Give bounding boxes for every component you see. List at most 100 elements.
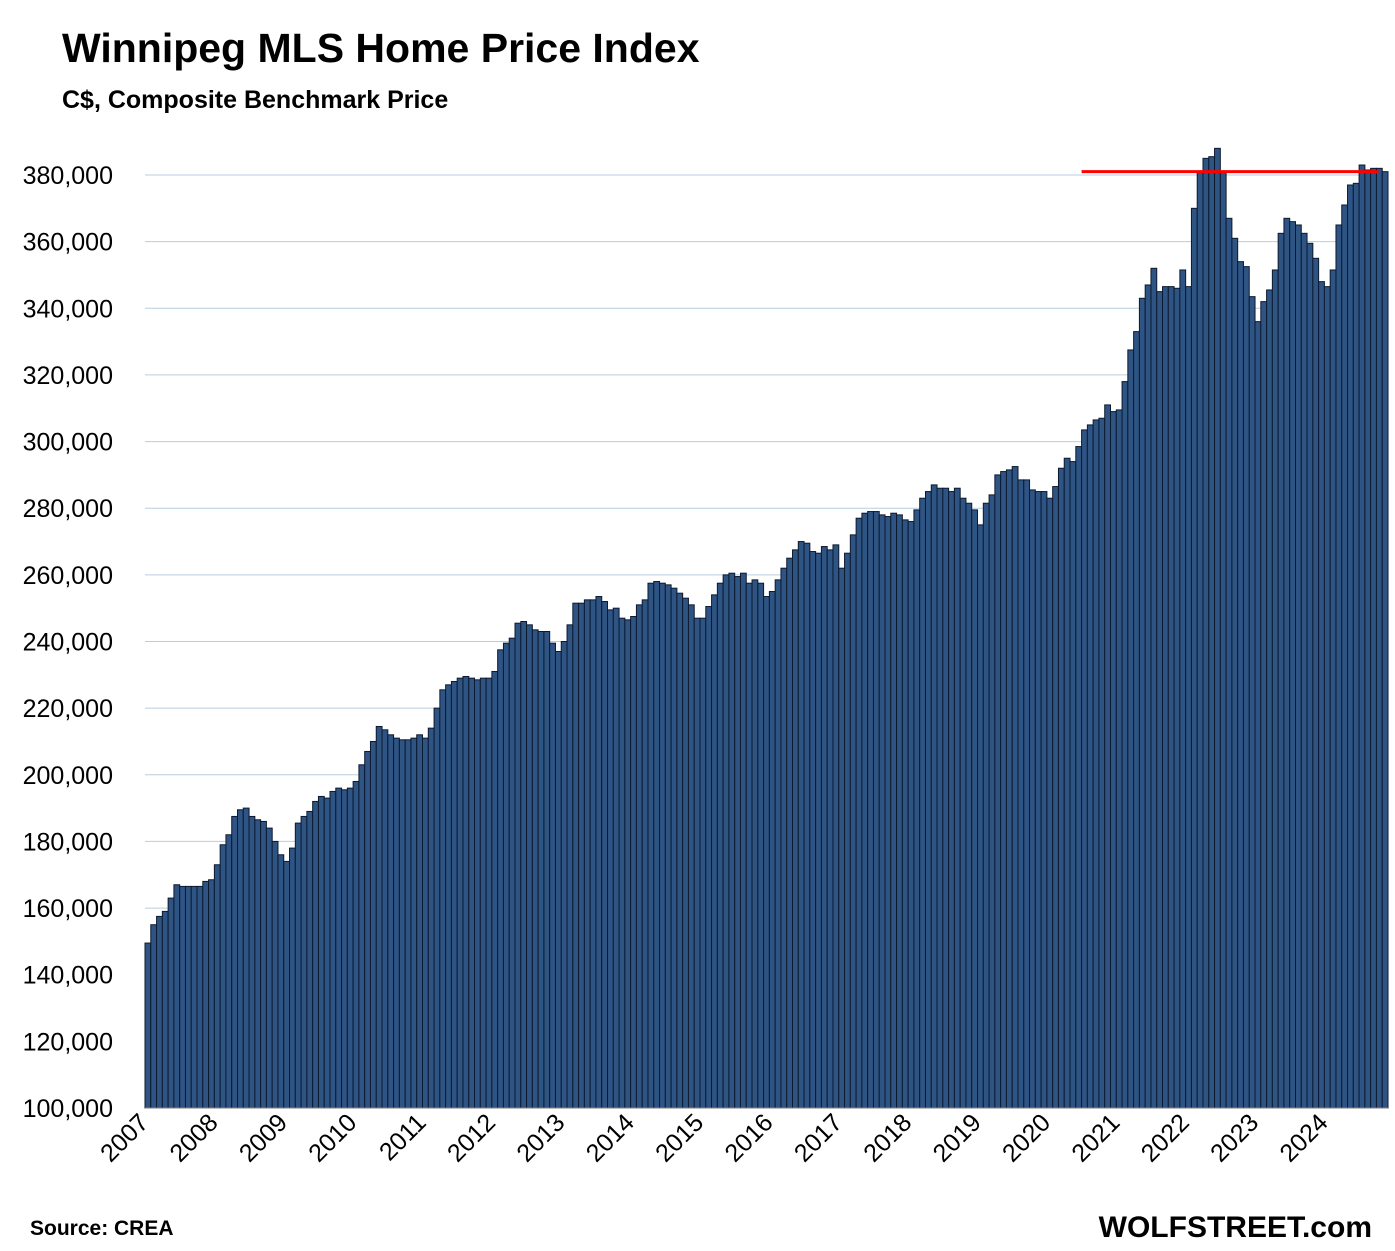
source-label: Source: CREA: [30, 1217, 174, 1240]
y-tick-label: 380,000: [23, 162, 113, 190]
bar: [543, 631, 551, 1109]
bar: [589, 599, 597, 1109]
bar: [849, 534, 857, 1109]
bar: [474, 679, 481, 1109]
bar: [277, 854, 285, 1109]
bar: [265, 827, 273, 1109]
bar: [1323, 286, 1331, 1109]
y-tick-label: 260,000: [23, 562, 113, 590]
bar: [1294, 224, 1302, 1109]
y-tick-label: 240,000: [23, 629, 113, 657]
bar: [705, 606, 713, 1109]
chart-title: Winnipeg MLS Home Price Index: [62, 25, 700, 71]
bar: [907, 521, 915, 1109]
bar: [1277, 232, 1285, 1109]
bar: [809, 551, 817, 1109]
bar: [913, 509, 921, 1109]
bar: [237, 809, 244, 1109]
bar: [728, 572, 736, 1109]
bar: [641, 599, 649, 1109]
bar: [699, 617, 707, 1109]
bar: [144, 942, 152, 1109]
bar: [670, 587, 678, 1109]
bar: [190, 885, 198, 1109]
x-tick-label: 2017: [789, 1108, 848, 1167]
bar: [1271, 269, 1279, 1109]
bar: [433, 707, 441, 1109]
y-axis-ticks: 100,000 120,000 140,000 160,000 180,000 200,0…: [23, 162, 113, 1123]
bar: [531, 629, 539, 1109]
bar: [1214, 147, 1221, 1109]
bar: [757, 582, 765, 1109]
bar: [578, 602, 585, 1109]
bar: [1185, 286, 1192, 1109]
bar: [1150, 267, 1158, 1109]
bar: [1196, 171, 1204, 1109]
bar: [716, 582, 724, 1109]
bar: [1352, 182, 1360, 1109]
bar: [653, 581, 661, 1109]
bar: [219, 844, 227, 1109]
bar: [1358, 164, 1366, 1109]
bar: [508, 637, 516, 1109]
bar: [820, 546, 828, 1109]
bar: [1289, 221, 1296, 1109]
x-tick-label: 2010: [303, 1108, 362, 1167]
bar: [855, 517, 863, 1109]
bar: [896, 514, 903, 1109]
bar: [635, 604, 643, 1109]
bar: [375, 725, 383, 1109]
bar: [369, 740, 377, 1109]
bar: [254, 819, 262, 1109]
bar: [664, 584, 672, 1109]
bar: [1219, 171, 1227, 1109]
bar: [260, 820, 267, 1109]
bars: [144, 147, 1389, 1109]
bar: [1335, 224, 1343, 1109]
bar: [225, 834, 233, 1109]
bar: [959, 497, 967, 1109]
bar: [387, 734, 395, 1109]
bar: [1370, 167, 1377, 1109]
y-tick-label: 100,000: [23, 1095, 113, 1123]
bar: [1121, 381, 1129, 1109]
bar: [242, 807, 250, 1109]
bar: [300, 815, 308, 1109]
bar: [416, 734, 424, 1109]
y-tick-label: 280,000: [23, 495, 113, 523]
bar: [1306, 242, 1314, 1109]
bar: [797, 541, 805, 1109]
bar: [1208, 156, 1216, 1109]
bar: [1005, 469, 1013, 1109]
y-tick-label: 200,000: [23, 762, 113, 790]
bar: [439, 689, 447, 1109]
bar: [341, 789, 348, 1109]
bar: [554, 650, 562, 1109]
bar: [1029, 489, 1036, 1109]
bar: [514, 622, 522, 1109]
x-tick-label: 2020: [997, 1108, 1056, 1167]
bar: [1057, 467, 1065, 1109]
bar: [647, 582, 655, 1109]
bar: [150, 924, 158, 1109]
bar: [479, 677, 487, 1109]
bar: [768, 591, 776, 1109]
bar: [878, 514, 886, 1109]
bar: [294, 822, 302, 1109]
bar: [919, 497, 926, 1109]
bar: [502, 642, 510, 1109]
bar: [1104, 404, 1111, 1109]
bar: [838, 567, 846, 1109]
bar: [965, 502, 973, 1109]
x-axis-ticks: 2007 2008 2009 2010 2011 2012 2013 2014 2015 2016…: [95, 1108, 1334, 1167]
bar: [901, 519, 909, 1109]
bar: [1040, 491, 1048, 1109]
chart-subtitle: C$, Composite Benchmark Price: [62, 86, 448, 114]
bar: [427, 727, 435, 1109]
bar: [942, 487, 950, 1109]
bar: [832, 544, 840, 1109]
x-tick-label: 2022: [1136, 1108, 1195, 1167]
bar: [364, 750, 371, 1109]
bar: [456, 677, 464, 1109]
